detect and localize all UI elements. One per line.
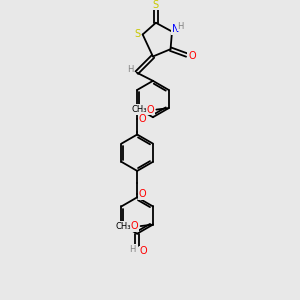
Text: CH₃: CH₃ xyxy=(115,222,131,231)
Text: H: H xyxy=(127,64,134,74)
Text: O: O xyxy=(188,52,196,61)
Text: H: H xyxy=(178,22,184,31)
Text: O: O xyxy=(146,105,154,115)
Text: O: O xyxy=(140,246,147,256)
Text: O: O xyxy=(139,189,146,200)
Text: H: H xyxy=(129,245,135,254)
Text: S: S xyxy=(134,29,140,39)
Text: O: O xyxy=(130,221,138,231)
Text: CH₃: CH₃ xyxy=(131,105,146,114)
Text: N: N xyxy=(172,24,179,34)
Text: O: O xyxy=(139,114,146,124)
Text: S: S xyxy=(153,0,159,10)
